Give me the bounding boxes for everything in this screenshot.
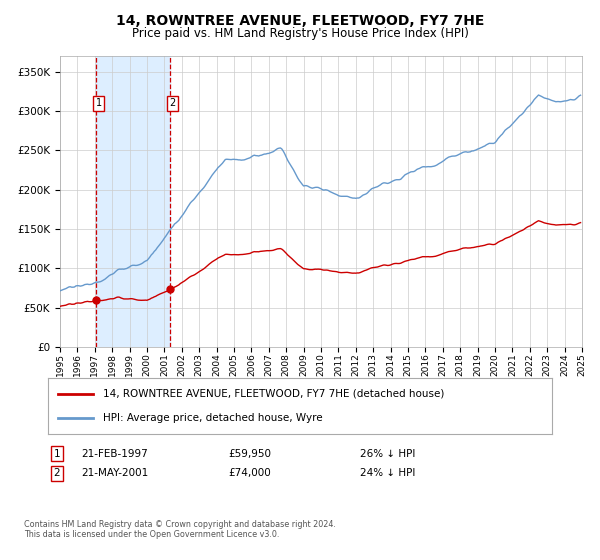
Text: Price paid vs. HM Land Registry's House Price Index (HPI): Price paid vs. HM Land Registry's House …: [131, 27, 469, 40]
Text: 24% ↓ HPI: 24% ↓ HPI: [360, 468, 415, 478]
Text: 1: 1: [53, 449, 61, 459]
Text: 2: 2: [170, 98, 176, 108]
Text: 2: 2: [53, 468, 61, 478]
Text: £59,950: £59,950: [228, 449, 271, 459]
Text: 21-MAY-2001: 21-MAY-2001: [81, 468, 148, 478]
Text: 14, ROWNTREE AVENUE, FLEETWOOD, FY7 7HE (detached house): 14, ROWNTREE AVENUE, FLEETWOOD, FY7 7HE …: [103, 389, 445, 399]
Text: HPI: Average price, detached house, Wyre: HPI: Average price, detached house, Wyre: [103, 413, 323, 423]
Bar: [96, 56, 170, 347]
Text: 21-FEB-1997: 21-FEB-1997: [81, 449, 148, 459]
Text: 1: 1: [96, 98, 102, 108]
Text: £74,000: £74,000: [228, 468, 271, 478]
Text: Contains HM Land Registry data © Crown copyright and database right 2024.
This d: Contains HM Land Registry data © Crown c…: [24, 520, 336, 539]
Text: 14, ROWNTREE AVENUE, FLEETWOOD, FY7 7HE: 14, ROWNTREE AVENUE, FLEETWOOD, FY7 7HE: [116, 14, 484, 28]
Text: 26% ↓ HPI: 26% ↓ HPI: [360, 449, 415, 459]
